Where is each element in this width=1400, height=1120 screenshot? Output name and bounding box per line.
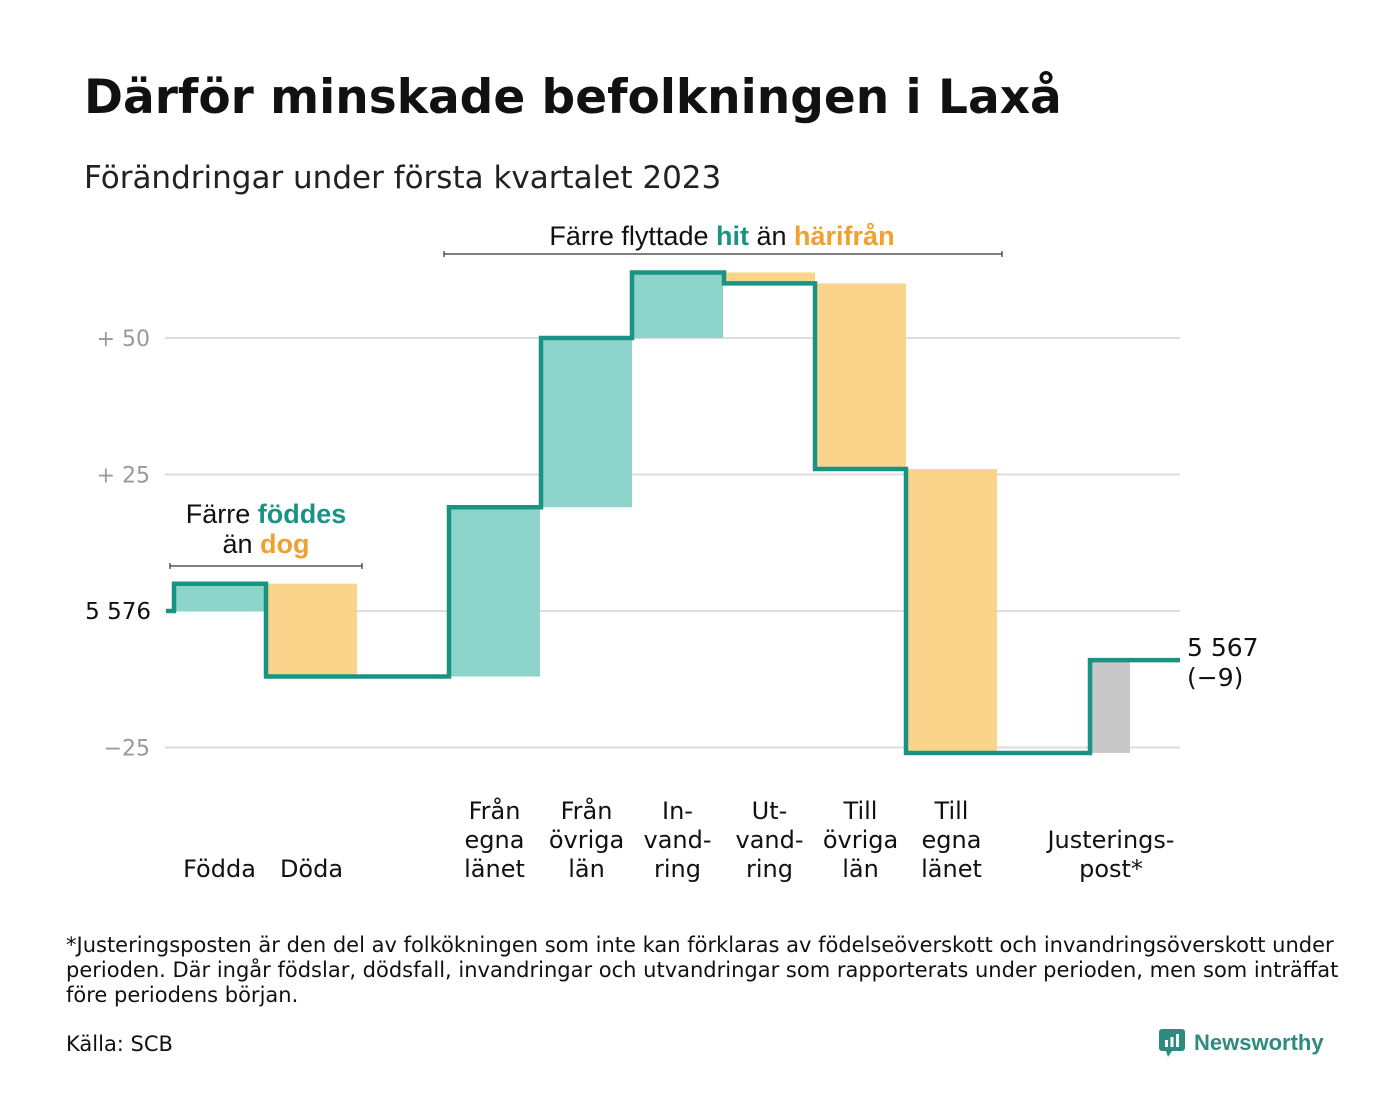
logo-text: Newsworthy	[1194, 1030, 1324, 1055]
x-label-fodda: Födda	[183, 855, 256, 883]
annotation-segment: än	[222, 529, 260, 559]
gridlines	[165, 337, 1180, 749]
x-label-fran_ovriga: övriga	[549, 826, 624, 854]
bars	[174, 272, 1130, 753]
annotation-births: Färre föddes	[186, 499, 347, 529]
bar-invandring	[632, 272, 723, 338]
bar-till_ovriga	[815, 283, 906, 470]
x-label-fran_egna: Från	[469, 796, 521, 825]
end-value-label: 5 567	[1187, 633, 1259, 662]
annotation-segment: Färre	[186, 499, 258, 529]
x-label-fran_ovriga: län	[568, 855, 605, 883]
annotation-moves: Färre flyttade hit än härifrån	[549, 221, 894, 251]
x-label-till_egna: Till	[934, 797, 969, 825]
x-label-till_ovriga: övriga	[823, 826, 898, 854]
brand-logo[interactable]: Newsworthy	[1158, 1028, 1324, 1058]
x-label-utvandring: vand-	[735, 826, 803, 854]
annotation-segment: än	[749, 221, 794, 251]
footnote: *Justeringsposten är den del av folkökni…	[66, 933, 1339, 1007]
x-label-till_egna: länet	[921, 855, 982, 883]
x-label-invandring: In-	[662, 797, 693, 825]
x-label-till_ovriga: Till	[843, 797, 878, 825]
x-label-utvandring: Ut-	[752, 797, 788, 825]
net-change-label: (−9)	[1187, 663, 1243, 692]
annotation-segment: hit	[716, 221, 749, 251]
newsworthy-logo-icon	[1159, 1029, 1185, 1057]
y-tick-label: + 50	[97, 327, 150, 352]
x-label-till_egna: egna	[922, 826, 982, 854]
chart-subtitle: Förändringar under första kvartalet 2023	[84, 160, 722, 196]
bar-doda	[266, 583, 357, 677]
x-label-fran_ovriga: Från	[561, 796, 613, 825]
bar-utvandring	[724, 272, 815, 284]
bar-fran_egna	[449, 507, 540, 677]
annotation-segment: härifrån	[794, 221, 895, 251]
source-text: Källa: SCB	[66, 1032, 173, 1056]
x-label-doda: Döda	[280, 855, 343, 883]
x-label-till_ovriga: län	[842, 855, 879, 883]
step-line	[166, 270, 1180, 756]
x-label-utvandring: ring	[746, 855, 793, 883]
x-label-justering: post*	[1079, 855, 1143, 883]
annotation-segment: Färre flyttade	[549, 221, 716, 251]
bar-fodda	[174, 583, 265, 611]
waterfall-step-line	[166, 270, 1180, 756]
annotation-segment: föddes	[258, 499, 347, 529]
x-label-fran_egna: länet	[464, 855, 525, 883]
annotation-births: än dog	[222, 529, 309, 559]
x-label-invandring: ring	[654, 855, 701, 883]
chart-title: Därför minskade befolkningen i Laxå	[84, 70, 1062, 125]
y-tick-label: + 25	[97, 464, 150, 489]
annotation-segment: dog	[260, 529, 309, 559]
x-label-invandring: vand-	[643, 826, 711, 854]
x-label-fran_egna: egna	[465, 826, 525, 854]
bar-justering	[1090, 660, 1130, 753]
x-label-justering: Justerings-	[1045, 826, 1174, 854]
bar-fran_ovriga	[541, 338, 632, 508]
start-value-label: 5 576	[85, 599, 151, 625]
y-tick-label: −25	[104, 737, 150, 762]
bar-till_egna	[906, 469, 997, 753]
